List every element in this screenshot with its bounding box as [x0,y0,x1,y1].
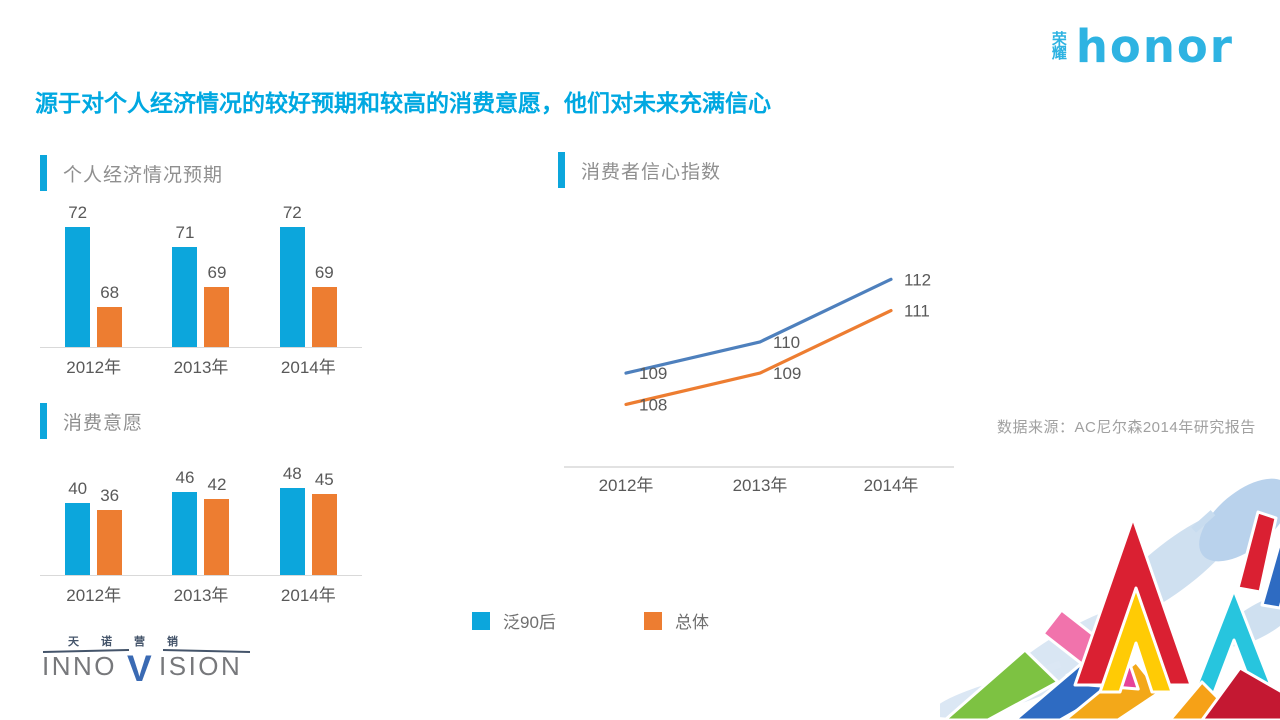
decorative-arrows-graphic [940,478,1280,720]
decorative-arrow-shapes [943,510,1280,720]
legend-swatch-blue [472,611,490,630]
legend-label-fan90: 泛90后 [503,613,556,632]
line-series-总体 [624,308,893,406]
bar-group: 72 69 [279,203,337,347]
bar-value-label: 71 [175,223,195,242]
bar-总体 [204,499,230,575]
line-value-label: 110 [773,333,800,352]
innovision-logo-inno: INNO [42,651,117,681]
bar-泛90后 [172,247,198,347]
chart3-title: 消费者信心指数 [581,161,722,183]
chart2-accent-bar [40,403,47,439]
bar-value-label: 68 [100,283,120,302]
line-value-label: 112 [904,270,931,289]
x-axis-label: 2013年 [173,358,229,377]
legend-item-fan90: 泛90后 [472,608,644,633]
bar-泛90后 [279,227,305,347]
bar-value-label: 72 [68,203,88,222]
line-value-label: 109 [639,364,667,383]
bar-总体 [311,494,337,575]
chart2-plot-area: 40 36 46 42 48 45 [40,464,362,576]
bar-value-label: 45 [314,470,334,489]
honor-logo-chinese: 荣 耀 [1051,31,1067,62]
bar-value-label: 42 [207,475,227,494]
innovision-logo-ision: ISION [159,651,242,681]
bar-value-label: 48 [282,464,302,483]
chart-legend: 泛90后 总体 [472,608,709,633]
bar-group: 40 36 [65,479,123,575]
chart1-header: 个人经济情况预期 [40,155,223,191]
x-axis-label: 2012年 [66,586,122,605]
chart3-accent-bar [558,152,565,188]
logo-swoosh-left [42,649,130,653]
chart2-header: 消费意愿 [40,403,143,439]
bar-泛90后 [65,503,91,575]
bar-泛90后 [279,488,305,575]
bar-value-label: 36 [100,486,120,505]
x-axis-label: 2014年 [280,586,336,605]
line-value-label: 108 [639,395,667,414]
x-axis-label: 2014年 [864,476,919,495]
bar-总体 [97,307,123,347]
chart1-accent-bar [40,155,47,191]
honor-cn-char-bottom: 耀 [1051,45,1067,62]
bar-泛90后 [65,227,91,347]
legend-label-total: 总体 [675,613,709,632]
x-axis-label: 2013年 [173,586,229,605]
bar-value-label: 69 [314,263,334,282]
bar-group: 48 45 [279,464,337,575]
x-axis-label: 2012年 [599,476,654,495]
bar-总体 [97,510,123,575]
honor-logo-wordmark: honor [1075,20,1234,73]
chart1-x-axis: 2012年 2013年 2014年 [40,353,362,378]
x-axis-label: 2012年 [66,358,122,377]
innovision-logo-chinese: 天诺营销 [68,634,200,648]
legend-item-total: 总体 [644,608,709,633]
legend-swatch-orange [644,611,662,630]
bar-value-label: 46 [175,468,195,487]
bar-group: 46 42 [172,468,230,575]
bar-value-label: 40 [68,479,88,498]
chart1-plot-area: 72 68 71 69 72 69 [40,200,362,348]
chart3-header: 消费者信心指数 [558,152,721,188]
data-source-note: 数据来源：AC尼尔森2014年研究报告 [997,419,1256,436]
line-value-label: 109 [773,364,801,383]
bar-泛90后 [172,492,198,575]
bar-value-label: 72 [282,203,302,222]
chart1-title: 个人经济情况预期 [63,164,224,186]
line-value-label: 111 [904,302,930,321]
bar-group: 72 68 [65,203,123,347]
x-axis-label: 2013年 [733,476,788,495]
x-axis-label: 2014年 [280,358,336,377]
bar-group: 71 69 [172,223,230,347]
logo-swoosh-right [162,649,251,653]
honor-logo: 荣 耀 honor [1051,20,1234,73]
chart3-line-chart: 109 110 112 108 109 111 2012年 2013年 2014年 [564,270,954,495]
innovision-logo: 天诺营销 INNO V ISION [42,634,251,687]
slide-title: 源于对个人经济情况的较好预期和较高的消费意愿，他们对未来充满信心 [35,90,771,116]
chart2-title: 消费意愿 [63,412,144,434]
bar-总体 [311,287,337,347]
bar-value-label: 69 [207,263,227,282]
innovision-logo-v: V [127,648,152,687]
line-series-泛90后 [624,277,893,375]
bar-总体 [204,287,230,347]
chart2-x-axis: 2012年 2013年 2014年 [40,581,362,606]
honor-cn-char-top: 荣 [1051,31,1067,48]
